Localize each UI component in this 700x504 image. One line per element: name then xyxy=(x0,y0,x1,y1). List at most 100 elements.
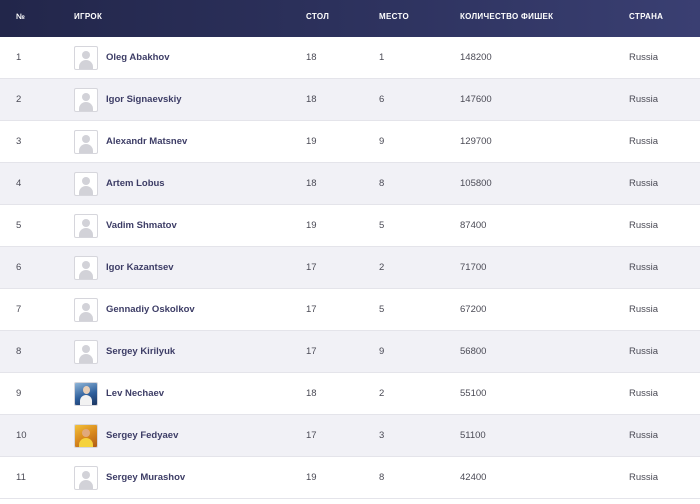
table-row: 2 Igor Signaevskiy 18 6 147600 Russia xyxy=(0,79,700,121)
player-cell[interactable]: Oleg Abakhov xyxy=(74,37,170,78)
table-row: 5 Vadim Shmatov 19 5 87400 Russia xyxy=(0,205,700,247)
place-cell: 1 xyxy=(379,52,385,63)
player-cell[interactable]: Igor Kazantsev xyxy=(74,247,174,288)
avatar-placeholder-icon xyxy=(74,255,98,280)
player-cell[interactable]: Sergey Fedyaev xyxy=(74,415,178,456)
table-row: 6 Igor Kazantsev 17 2 71700 Russia xyxy=(0,247,700,289)
avatar-placeholder-icon xyxy=(74,213,98,238)
player-name[interactable]: Oleg Abakhov xyxy=(106,52,170,63)
avatar-placeholder-icon xyxy=(74,339,98,364)
player-cell[interactable]: Artem Lobus xyxy=(74,163,165,204)
country-cell: Russia xyxy=(629,304,659,315)
rank-cell: 5 xyxy=(16,220,22,231)
place-cell: 8 xyxy=(379,472,385,483)
country-cell: Russia xyxy=(629,52,659,63)
player-name[interactable]: Alexandr Matsnev xyxy=(106,136,188,147)
avatar-placeholder-icon xyxy=(74,171,98,196)
avatar-placeholder-icon xyxy=(74,87,98,112)
table-header: № ИГРОК СТОЛ МЕСТО КОЛИЧЕСТВО ФИШЕК СТРА… xyxy=(0,0,700,37)
place-cell: 3 xyxy=(379,430,385,441)
place-cell: 2 xyxy=(379,262,385,273)
country-cell: Russia xyxy=(629,262,659,273)
table-row: 4 Artem Lobus 18 8 105800 Russia xyxy=(0,163,700,205)
country-cell: Russia xyxy=(629,94,659,105)
table-body: 1 Oleg Abakhov 18 1 148200 Russia 2 Igor Signae… xyxy=(0,37,700,499)
player-name[interactable]: Sergey Murashov xyxy=(106,472,186,483)
chips-cell: 105800 xyxy=(460,178,492,189)
rank-cell: 11 xyxy=(16,472,26,483)
avatar-photo xyxy=(74,423,98,448)
table-cell: 19 xyxy=(306,136,317,147)
place-cell: 9 xyxy=(379,136,385,147)
country-cell: Russia xyxy=(629,430,659,441)
player-name[interactable]: Igor Signaevskiy xyxy=(106,94,182,105)
table-row: 9 Lev Nechaev 18 2 55100 Russia xyxy=(0,373,700,415)
place-cell: 8 xyxy=(379,178,385,189)
country-cell: Russia xyxy=(629,136,659,147)
chips-cell: 147600 xyxy=(460,94,492,105)
rank-cell: 3 xyxy=(16,136,22,147)
chips-cell: 148200 xyxy=(460,52,492,63)
header-place: МЕСТО xyxy=(379,12,409,21)
chips-cell: 55100 xyxy=(460,388,487,399)
player-name[interactable]: Vadim Shmatov xyxy=(106,220,177,231)
avatar-photo xyxy=(74,381,98,406)
table-row: 8 Sergey Kirilyuk 17 9 56800 Russia xyxy=(0,331,700,373)
table-cell: 18 xyxy=(306,388,317,399)
player-cell[interactable]: Vadim Shmatov xyxy=(74,205,177,246)
chips-cell: 129700 xyxy=(460,136,492,147)
chips-cell: 87400 xyxy=(460,220,487,231)
player-cell[interactable]: Sergey Kirilyuk xyxy=(74,331,175,372)
rank-cell: 7 xyxy=(16,304,22,315)
place-cell: 5 xyxy=(379,304,385,315)
player-cell[interactable]: Igor Signaevskiy xyxy=(74,79,182,120)
country-cell: Russia xyxy=(629,178,659,189)
chips-cell: 67200 xyxy=(460,304,487,315)
player-name[interactable]: Gennadiy Oskolkov xyxy=(106,304,195,315)
header-player: ИГРОК xyxy=(74,12,103,21)
player-name[interactable]: Sergey Fedyaev xyxy=(106,430,179,441)
chips-cell: 71700 xyxy=(460,262,487,273)
country-cell: Russia xyxy=(629,472,659,483)
table-row: 3 Alexandr Matsnev 19 9 129700 Russia xyxy=(0,121,700,163)
header-num: № xyxy=(16,12,26,21)
player-cell[interactable]: Lev Nechaev xyxy=(74,373,164,414)
player-name[interactable]: Sergey Kirilyuk xyxy=(106,346,176,357)
country-cell: Russia xyxy=(629,346,659,357)
chips-cell: 42400 xyxy=(460,472,487,483)
country-cell: Russia xyxy=(629,388,659,399)
chips-cell: 51100 xyxy=(460,430,486,441)
avatar-placeholder-icon xyxy=(74,129,98,154)
rank-cell: 8 xyxy=(16,346,22,357)
header-chips: КОЛИЧЕСТВО ФИШЕК xyxy=(460,12,554,21)
rank-cell: 1 xyxy=(16,52,22,63)
table-cell: 18 xyxy=(306,94,317,105)
player-name[interactable]: Artem Lobus xyxy=(106,178,165,189)
country-cell: Russia xyxy=(629,220,659,231)
place-cell: 9 xyxy=(379,346,385,357)
avatar-placeholder-icon xyxy=(74,45,98,70)
table-cell: 17 xyxy=(306,262,317,273)
table-row: 7 Gennadiy Oskolkov 17 5 67200 Russia xyxy=(0,289,700,331)
place-cell: 5 xyxy=(379,220,385,231)
table-cell: 17 xyxy=(306,430,317,441)
place-cell: 6 xyxy=(379,94,385,105)
table-cell: 17 xyxy=(306,304,317,315)
table-cell: 19 xyxy=(306,220,317,231)
table-row: 11 Sergey Murashov 19 8 42400 Russia xyxy=(0,457,700,499)
table-cell: 19 xyxy=(306,472,317,483)
chips-cell: 56800 xyxy=(460,346,487,357)
header-table: СТОЛ xyxy=(306,12,330,21)
player-name[interactable]: Igor Kazantsev xyxy=(106,262,174,273)
player-cell[interactable]: Gennadiy Oskolkov xyxy=(74,289,195,330)
player-name[interactable]: Lev Nechaev xyxy=(106,388,165,399)
player-cell[interactable]: Alexandr Matsnev xyxy=(74,121,187,162)
header-country: СТРАНА xyxy=(629,12,664,21)
place-cell: 2 xyxy=(379,388,385,399)
table-cell: 18 xyxy=(306,52,317,63)
rank-cell: 10 xyxy=(16,430,27,441)
avatar-placeholder-icon xyxy=(74,465,98,490)
player-cell[interactable]: Sergey Murashov xyxy=(74,457,185,498)
rank-cell: 4 xyxy=(16,178,22,189)
